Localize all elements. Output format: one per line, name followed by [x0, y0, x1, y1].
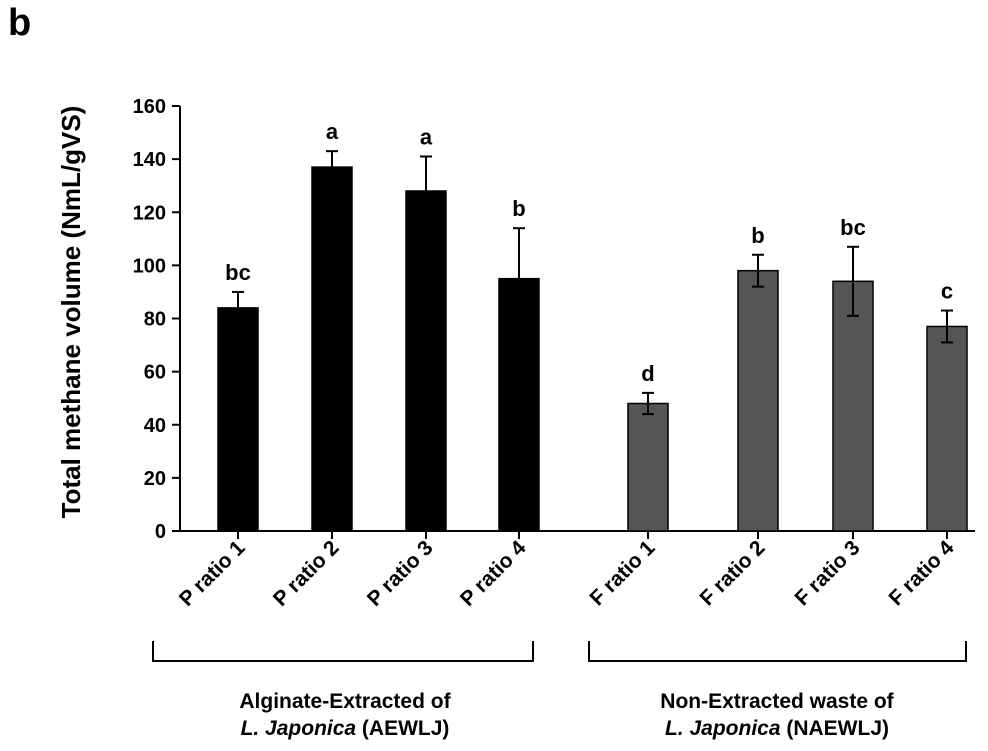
- bar: [311, 166, 353, 532]
- group-label-aewlj-line1: Alginate-Extracted of: [239, 690, 451, 713]
- significance-letter: a: [420, 124, 433, 149]
- bar: [832, 280, 874, 532]
- y-tick-label: 140: [133, 149, 166, 171]
- significance-letter: c: [941, 279, 953, 304]
- significance-letter: bc: [225, 260, 251, 285]
- group-label-aewlj-suffix: (AEWLJ): [356, 717, 450, 740]
- significance-letters: bc a a b d b bc c: [225, 119, 953, 386]
- y-tick-label: 40: [144, 415, 166, 437]
- y-tick-label: 0: [155, 521, 166, 543]
- error-bars: [232, 150, 953, 416]
- y-tick-label: 60: [144, 362, 166, 384]
- x-tick-label: F ratio 2: [696, 536, 770, 610]
- bar: [627, 402, 669, 532]
- bar: [926, 325, 968, 532]
- group-label-aewlj-species: L. Japonica: [240, 717, 357, 740]
- significance-letter: b: [751, 223, 764, 248]
- y-tick-label: 80: [144, 309, 166, 331]
- y-tick-label: 160: [133, 96, 166, 118]
- significance-letter: a: [326, 119, 339, 144]
- y-tick-label: 120: [133, 202, 166, 224]
- bar: [737, 269, 779, 532]
- significance-letter: bc: [840, 215, 866, 240]
- bar: [405, 190, 447, 532]
- x-tick-label: P ratio 4: [456, 536, 531, 611]
- group-brackets: [152, 641, 967, 662]
- y-axis-label: Total methane volume (NmL/gVS): [56, 106, 86, 519]
- group-label-naewlj-line1: Non-Extracted waste of: [660, 690, 894, 713]
- bar: [217, 307, 259, 532]
- axes: 0 20 40 60 80 100 120 140 160: [133, 96, 975, 543]
- group-bracket: [152, 641, 534, 662]
- significance-letter: b: [512, 196, 525, 221]
- group-label-naewlj-suffix: (NAEWLJ): [780, 717, 890, 740]
- x-tick-label: F ratio 4: [885, 536, 959, 610]
- x-tick-label: P ratio 1: [175, 536, 250, 611]
- significance-letter: d: [641, 361, 654, 386]
- x-tick-label: P ratio 3: [363, 536, 438, 611]
- group-label-naewlj: Non-Extracted waste of L. Japonica (NAEW…: [567, 688, 987, 742]
- y-tick-label: 20: [144, 468, 166, 490]
- panel-letter: b: [8, 2, 32, 44]
- group-label-naewlj-species: L. Japonica: [664, 717, 781, 740]
- group-label-aewlj: Alginate-Extracted of L. Japonica (AEWLJ…: [135, 688, 555, 742]
- y-tick-label: 100: [133, 255, 166, 277]
- group-bracket: [588, 641, 967, 662]
- x-tick-label: P ratio 2: [269, 536, 344, 611]
- x-tick-label: F ratio 3: [791, 536, 865, 610]
- x-tick-label: F ratio 1: [586, 536, 660, 610]
